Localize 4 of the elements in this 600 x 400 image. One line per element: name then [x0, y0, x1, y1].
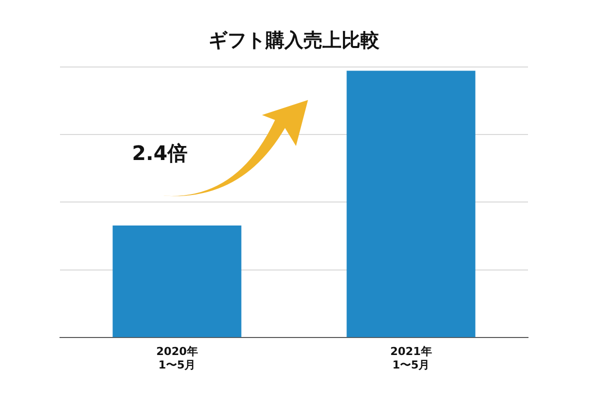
x-tick-label: 2020年 1〜5月: [156, 345, 198, 372]
chart-title: ギフト購入売上比較: [208, 29, 380, 52]
x-tick-label: 2021年 1〜5月: [390, 345, 432, 372]
annotation: 2.4倍: [132, 140, 188, 167]
